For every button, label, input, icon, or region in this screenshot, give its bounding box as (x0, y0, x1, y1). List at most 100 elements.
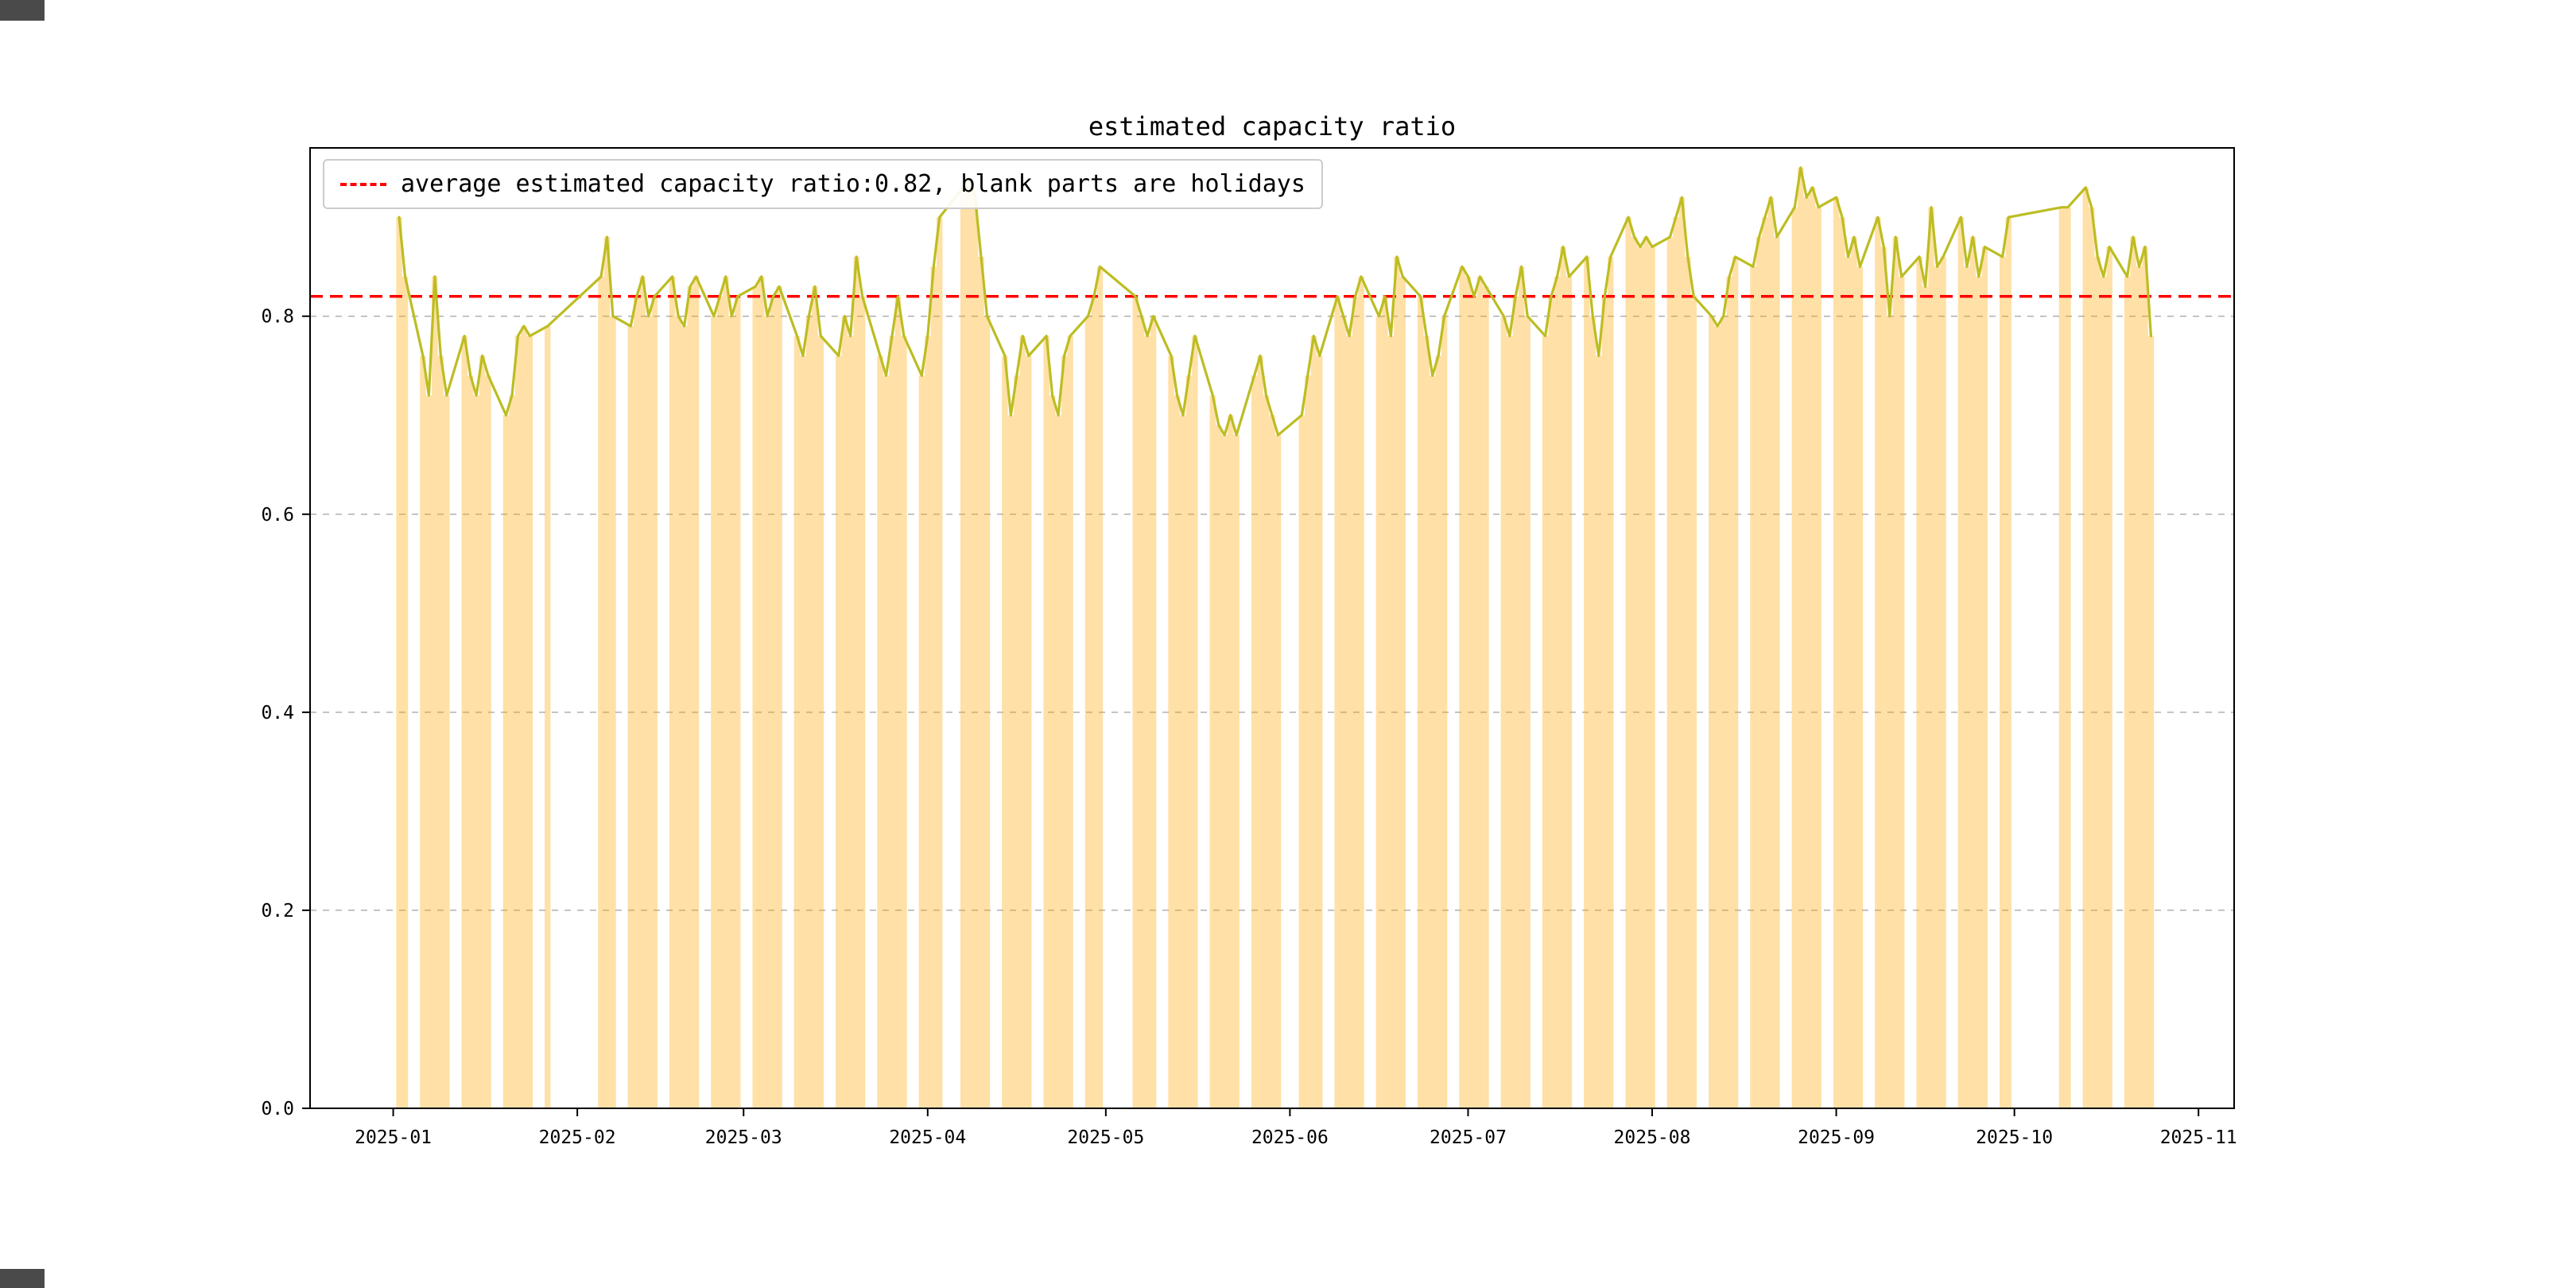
workday-bar (545, 326, 551, 1109)
capacity-line (398, 166, 2152, 436)
workday-bar (2058, 207, 2066, 1108)
workday-bar (461, 336, 467, 1109)
legend: average estimated capacity ratio:0.82, b… (323, 159, 1323, 209)
workday-bar (1631, 237, 1638, 1108)
workday-bar (1305, 375, 1311, 1108)
workday-bar (983, 316, 991, 1109)
workday-bar (1845, 256, 1852, 1108)
workday-bar (1500, 316, 1507, 1109)
workday-bar (1815, 207, 1821, 1108)
workday-bar (1144, 336, 1150, 1109)
workday-bar (1043, 336, 1049, 1109)
workday-bar (925, 336, 931, 1109)
workday-bar (972, 197, 979, 1108)
workday-bar (1399, 276, 1406, 1108)
workday-bar (770, 296, 777, 1108)
workday-bar (396, 217, 402, 1108)
workday-bar (1625, 217, 1631, 1108)
workday-bar (2094, 256, 2101, 1108)
workday-bar (1375, 316, 1383, 1109)
workday-bar (2130, 237, 2136, 1108)
workday-bar (1964, 266, 1970, 1108)
workday-bar (1358, 276, 1364, 1108)
workday-bar (1518, 266, 1525, 1108)
workday-bar (1732, 256, 1739, 1108)
x-tick-label: 2025-02 (539, 1127, 616, 1148)
workday-bar (2065, 207, 2071, 1108)
workday-bar (1138, 316, 1145, 1109)
workday-bar (1227, 415, 1234, 1108)
workday-bar (1441, 316, 1448, 1109)
workday-bar (1637, 246, 1643, 1108)
workday-bar (800, 355, 806, 1109)
workday-bar (1221, 435, 1228, 1108)
workday-bar (877, 355, 883, 1109)
workday-bar (2089, 207, 2095, 1108)
workday-bar (1274, 435, 1282, 1108)
workday-bar (1512, 296, 1519, 1108)
workday-bar (1839, 217, 1845, 1108)
workday-bar (521, 326, 527, 1109)
workday-bar (1067, 336, 1073, 1109)
workday-bar (1999, 256, 2006, 1108)
workday-bar (1957, 217, 1965, 1108)
workday-bar (627, 326, 634, 1109)
workday-bar (1809, 187, 1816, 1108)
workday-bar (1798, 167, 1804, 1108)
screen-artifact-bottom-left (0, 1269, 45, 1288)
workday-bar (598, 276, 604, 1108)
workday-bar (432, 276, 438, 1108)
workday-bar (1589, 316, 1596, 1109)
workday-bar (1061, 355, 1068, 1109)
workday-bar (1002, 355, 1008, 1109)
workday-bar (1019, 336, 1026, 1109)
workday-bar (1084, 316, 1092, 1109)
workday-bar (1007, 415, 1014, 1108)
workday-bar (1026, 355, 1032, 1109)
workday-bar (847, 336, 854, 1109)
workday-bar (1507, 336, 1513, 1109)
x-tick-label: 2025-06 (1251, 1127, 1329, 1148)
workday-bar (764, 316, 770, 1109)
workday-bar (1720, 316, 1727, 1109)
workday-bar (1596, 355, 1602, 1109)
workday-bar (1584, 256, 1590, 1108)
workday-bar (1750, 266, 1756, 1108)
workday-bar (1690, 296, 1697, 1108)
workday-bar (1774, 237, 1780, 1108)
workday-bar (2082, 187, 2089, 1108)
x-tick-label: 2025-11 (2160, 1127, 2237, 1148)
workday-bar (1880, 246, 1887, 1108)
workday-bar (437, 355, 444, 1109)
workday-bar (1892, 237, 1899, 1108)
workday-bar (728, 316, 735, 1109)
workday-bar (812, 286, 818, 1108)
workday-bar (1269, 415, 1275, 1108)
workday-bar (1180, 415, 1186, 1108)
workday-bar (669, 276, 676, 1108)
workday-bar (2124, 276, 2131, 1108)
workday-bar (1673, 217, 1679, 1108)
workday-bar (889, 336, 895, 1109)
workday-bar (1340, 316, 1347, 1109)
workday-bar (1856, 266, 1864, 1108)
workday-bar (502, 415, 510, 1108)
workday-bar (1216, 425, 1222, 1108)
workday-bar (1726, 276, 1732, 1108)
x-tick-label: 2025-08 (1614, 1127, 1691, 1148)
workday-bar (2100, 276, 2107, 1108)
legend-label: average estimated capacity ratio:0.82, b… (401, 170, 1305, 198)
workday-bar (1483, 286, 1489, 1108)
workday-bar (716, 296, 724, 1108)
workday-bar (1803, 197, 1810, 1108)
workday-bar (1417, 296, 1424, 1108)
workday-bar (420, 355, 426, 1109)
screen-artifact-top-left (0, 0, 45, 21)
workday-bar (853, 256, 859, 1108)
x-tick-label: 2025-10 (1976, 1127, 2053, 1148)
workday-bar (1435, 355, 1441, 1109)
workday-bar (1055, 415, 1061, 1108)
workday-bar (758, 276, 765, 1108)
workday-bar (1708, 316, 1715, 1109)
